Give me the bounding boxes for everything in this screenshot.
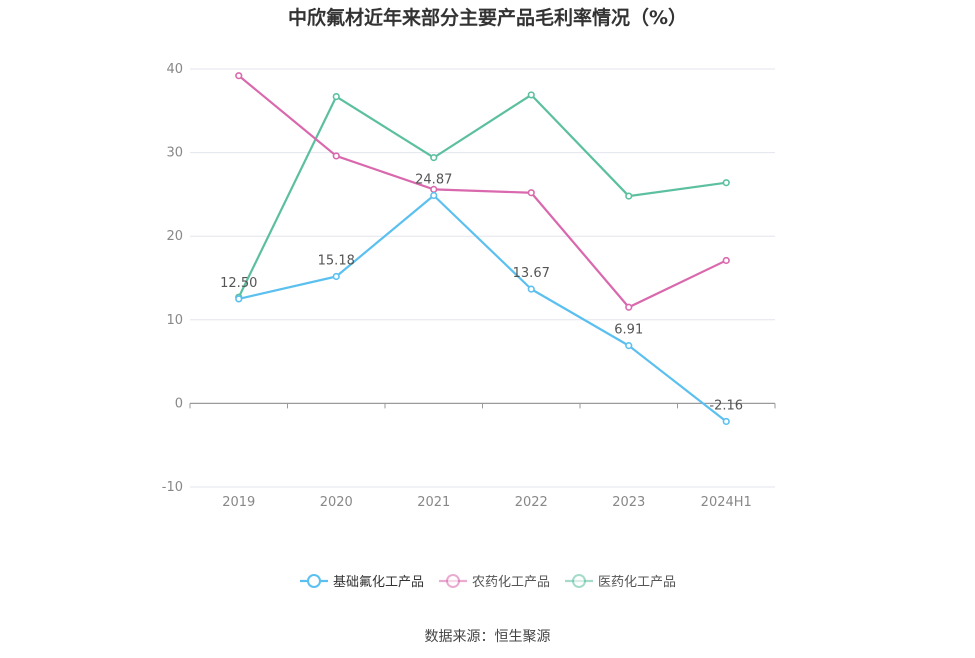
y-tick-label: 20 <box>166 229 183 244</box>
legend-swatch-icon <box>299 573 328 588</box>
series-line <box>238 74 727 309</box>
legend-swatch-icon <box>565 573 593 588</box>
data-point <box>430 191 438 200</box>
data-label: 15.18 <box>318 253 355 268</box>
y-tick-label: -10 <box>162 480 183 495</box>
x-tick-label: 2020 <box>320 495 353 510</box>
data-point <box>332 152 340 160</box>
x-tick-label: 2019 <box>222 495 255 510</box>
grid-lines <box>190 68 775 488</box>
y-tick-label: 10 <box>166 313 183 328</box>
axes: -10 0 10 20 30 40 2019 2020 2021 2022 2023 2024H1 <box>162 62 776 510</box>
data-point <box>430 154 438 162</box>
y-tick-label: 0 <box>175 396 183 411</box>
data-point <box>235 295 243 303</box>
data-point <box>625 342 633 350</box>
x-tick-label: 2021 <box>417 495 450 510</box>
legend-label: 基础氟化工产品 <box>332 575 424 590</box>
data-label: 6.91 <box>614 323 643 338</box>
data-point <box>722 417 730 426</box>
data-point <box>722 179 730 187</box>
data-label: -2.16 <box>709 398 743 413</box>
legend-item[interactable]: 农药化工产品 <box>438 571 550 590</box>
legend-item[interactable]: 医药化工产品 <box>564 571 676 590</box>
data-point <box>527 189 535 197</box>
y-tick-label: 30 <box>166 146 183 161</box>
series-line <box>238 194 727 423</box>
x-tick-label: 2023 <box>612 495 645 510</box>
series-lines <box>235 72 730 426</box>
source-note: 数据来源：恒生聚源 <box>424 629 551 645</box>
series-line <box>237 93 727 298</box>
data-label: 13.67 <box>513 266 550 281</box>
x-tick-label: 2024H1 <box>701 495 752 510</box>
data-point <box>625 192 633 200</box>
y-tick-label: 40 <box>166 62 183 77</box>
legend-label: 医药化工产品 <box>598 575 677 590</box>
data-point <box>527 285 535 293</box>
data-label: 24.87 <box>415 172 452 187</box>
data-point <box>527 91 535 99</box>
data-labels: 12.50 15.18 24.87 13.67 6.91 -2.16 <box>220 172 743 413</box>
data-point <box>235 72 243 80</box>
legend-label: 农药化工产品 <box>471 575 550 590</box>
data-point <box>625 303 633 311</box>
data-point <box>332 92 340 101</box>
chart-title: 中欣氟材近年来部分主要产品毛利率情况（%） <box>287 7 688 29</box>
data-point <box>332 272 340 281</box>
data-point <box>722 256 730 265</box>
x-tick-label: 2022 <box>515 495 548 510</box>
legend-swatch-icon <box>438 573 467 588</box>
legend-item[interactable]: 基础氟化工产品 <box>299 571 424 590</box>
legend: 基础氟化工产品 农药化工产品 医药化工产品 <box>0 571 975 590</box>
data-label: 12.50 <box>220 276 257 291</box>
